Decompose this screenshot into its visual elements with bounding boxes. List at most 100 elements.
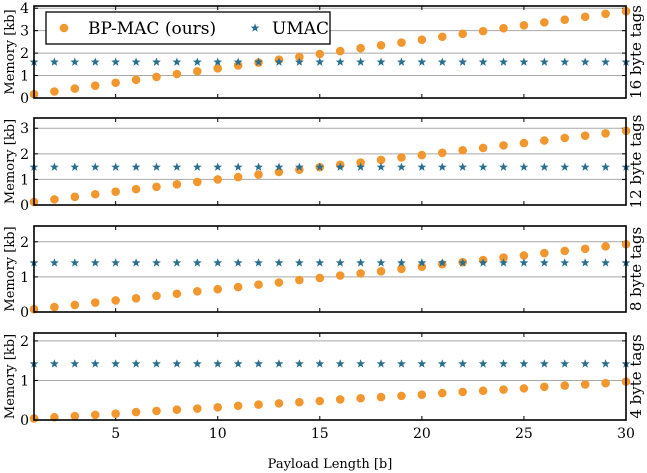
umac-point [519,258,529,267]
umac-point [131,258,141,267]
x-axis-label: Payload Length [b] [268,457,393,472]
umac-point [50,57,59,66]
x-tick-label: 10 [209,426,227,442]
umac-point [458,359,468,368]
y-tick-label: 2 [20,46,29,62]
umac-point [580,57,590,66]
umac-point [580,258,590,267]
umac-point [70,359,80,368]
bp-mac-point [580,12,590,22]
y-tick-label: 4 [20,1,29,17]
umac-point [335,57,345,66]
bp-mac-point [540,248,549,258]
series-bp-mac [29,6,631,99]
y-tick-label: 1 [20,373,29,389]
bp-mac-point [274,399,284,408]
umac-point [417,57,427,66]
bp-mac-point [50,302,59,312]
umac-point [437,359,447,368]
bp-mac-point [540,382,549,392]
bp-mac-point [356,269,365,278]
umac-point [478,359,488,368]
umac-point [437,162,447,171]
series-umac [29,359,631,368]
bp-mac-point [376,155,386,165]
bp-mac-point [50,195,59,204]
umac-point [233,162,243,171]
bp-mac-point [111,187,120,196]
umac-point [478,57,488,66]
y-tick-label: 2 [20,334,29,350]
bp-mac-point [356,393,365,403]
umac-point [539,57,549,66]
umac-point [397,359,406,368]
panel-frame [33,5,627,99]
umac-point [131,162,141,171]
bp-mac-point [254,400,263,409]
bp-mac-point [397,153,406,162]
bp-mac-point [458,387,467,397]
bp-mac-point [50,87,59,96]
umac-point [111,359,121,368]
umac-point [233,258,243,267]
umac-point [90,258,100,267]
umac-point [295,162,304,171]
umac-point [560,258,570,267]
bp-mac-point [90,298,100,307]
umac-point [111,57,121,66]
umac-point [152,162,161,171]
umac-point [397,162,406,171]
bp-mac-point [417,150,427,160]
umac-point [213,162,223,171]
umac-point [274,258,284,267]
bp-mac-point [254,170,263,179]
umac-point [356,57,365,66]
umac-point [539,359,549,368]
umac-point [580,162,590,171]
umac-point [50,162,59,171]
series-umac [29,162,631,171]
series-umac [29,258,631,267]
bp-mac-point [437,32,447,42]
umac-point [172,258,182,267]
panel-side-label: 16 byte tags [627,5,645,99]
bp-mac-point [601,378,610,388]
umac-point [274,162,284,171]
bp-mac-point [233,172,243,182]
y-tick-label: 0 [20,198,29,214]
umac-point [172,359,182,368]
umac-point [315,162,325,171]
bp-mac-point [560,133,570,143]
bp-mac-point [315,273,325,283]
bp-mac-point [152,72,161,82]
bp-mac-point [193,177,202,187]
umac-point [70,258,80,267]
series-bp-mac [29,126,631,207]
x-tick-label: 15 [311,426,329,442]
bp-mac-point [356,158,365,167]
umac-point [152,57,161,66]
bp-mac-point [458,145,467,155]
legend-bp-mac-marker [59,23,69,33]
bp-mac-point [90,81,100,90]
umac-point [478,258,488,267]
umac-point [519,57,529,66]
umac-point [274,359,284,368]
umac-point [417,258,427,267]
umac-point [213,57,223,66]
umac-point [152,258,161,267]
bp-mac-point [233,401,243,411]
bp-mac-point [233,61,243,70]
bp-mac-point [376,392,386,402]
bp-mac-point [540,18,549,27]
umac-point [478,162,488,171]
umac-point [192,57,202,66]
umac-point [458,162,468,171]
umac-point [560,162,570,171]
bp-mac-point [315,49,325,59]
series-umac [29,57,631,66]
bp-mac-point [295,397,304,407]
umac-point [601,258,610,267]
bp-mac-point [560,15,570,24]
